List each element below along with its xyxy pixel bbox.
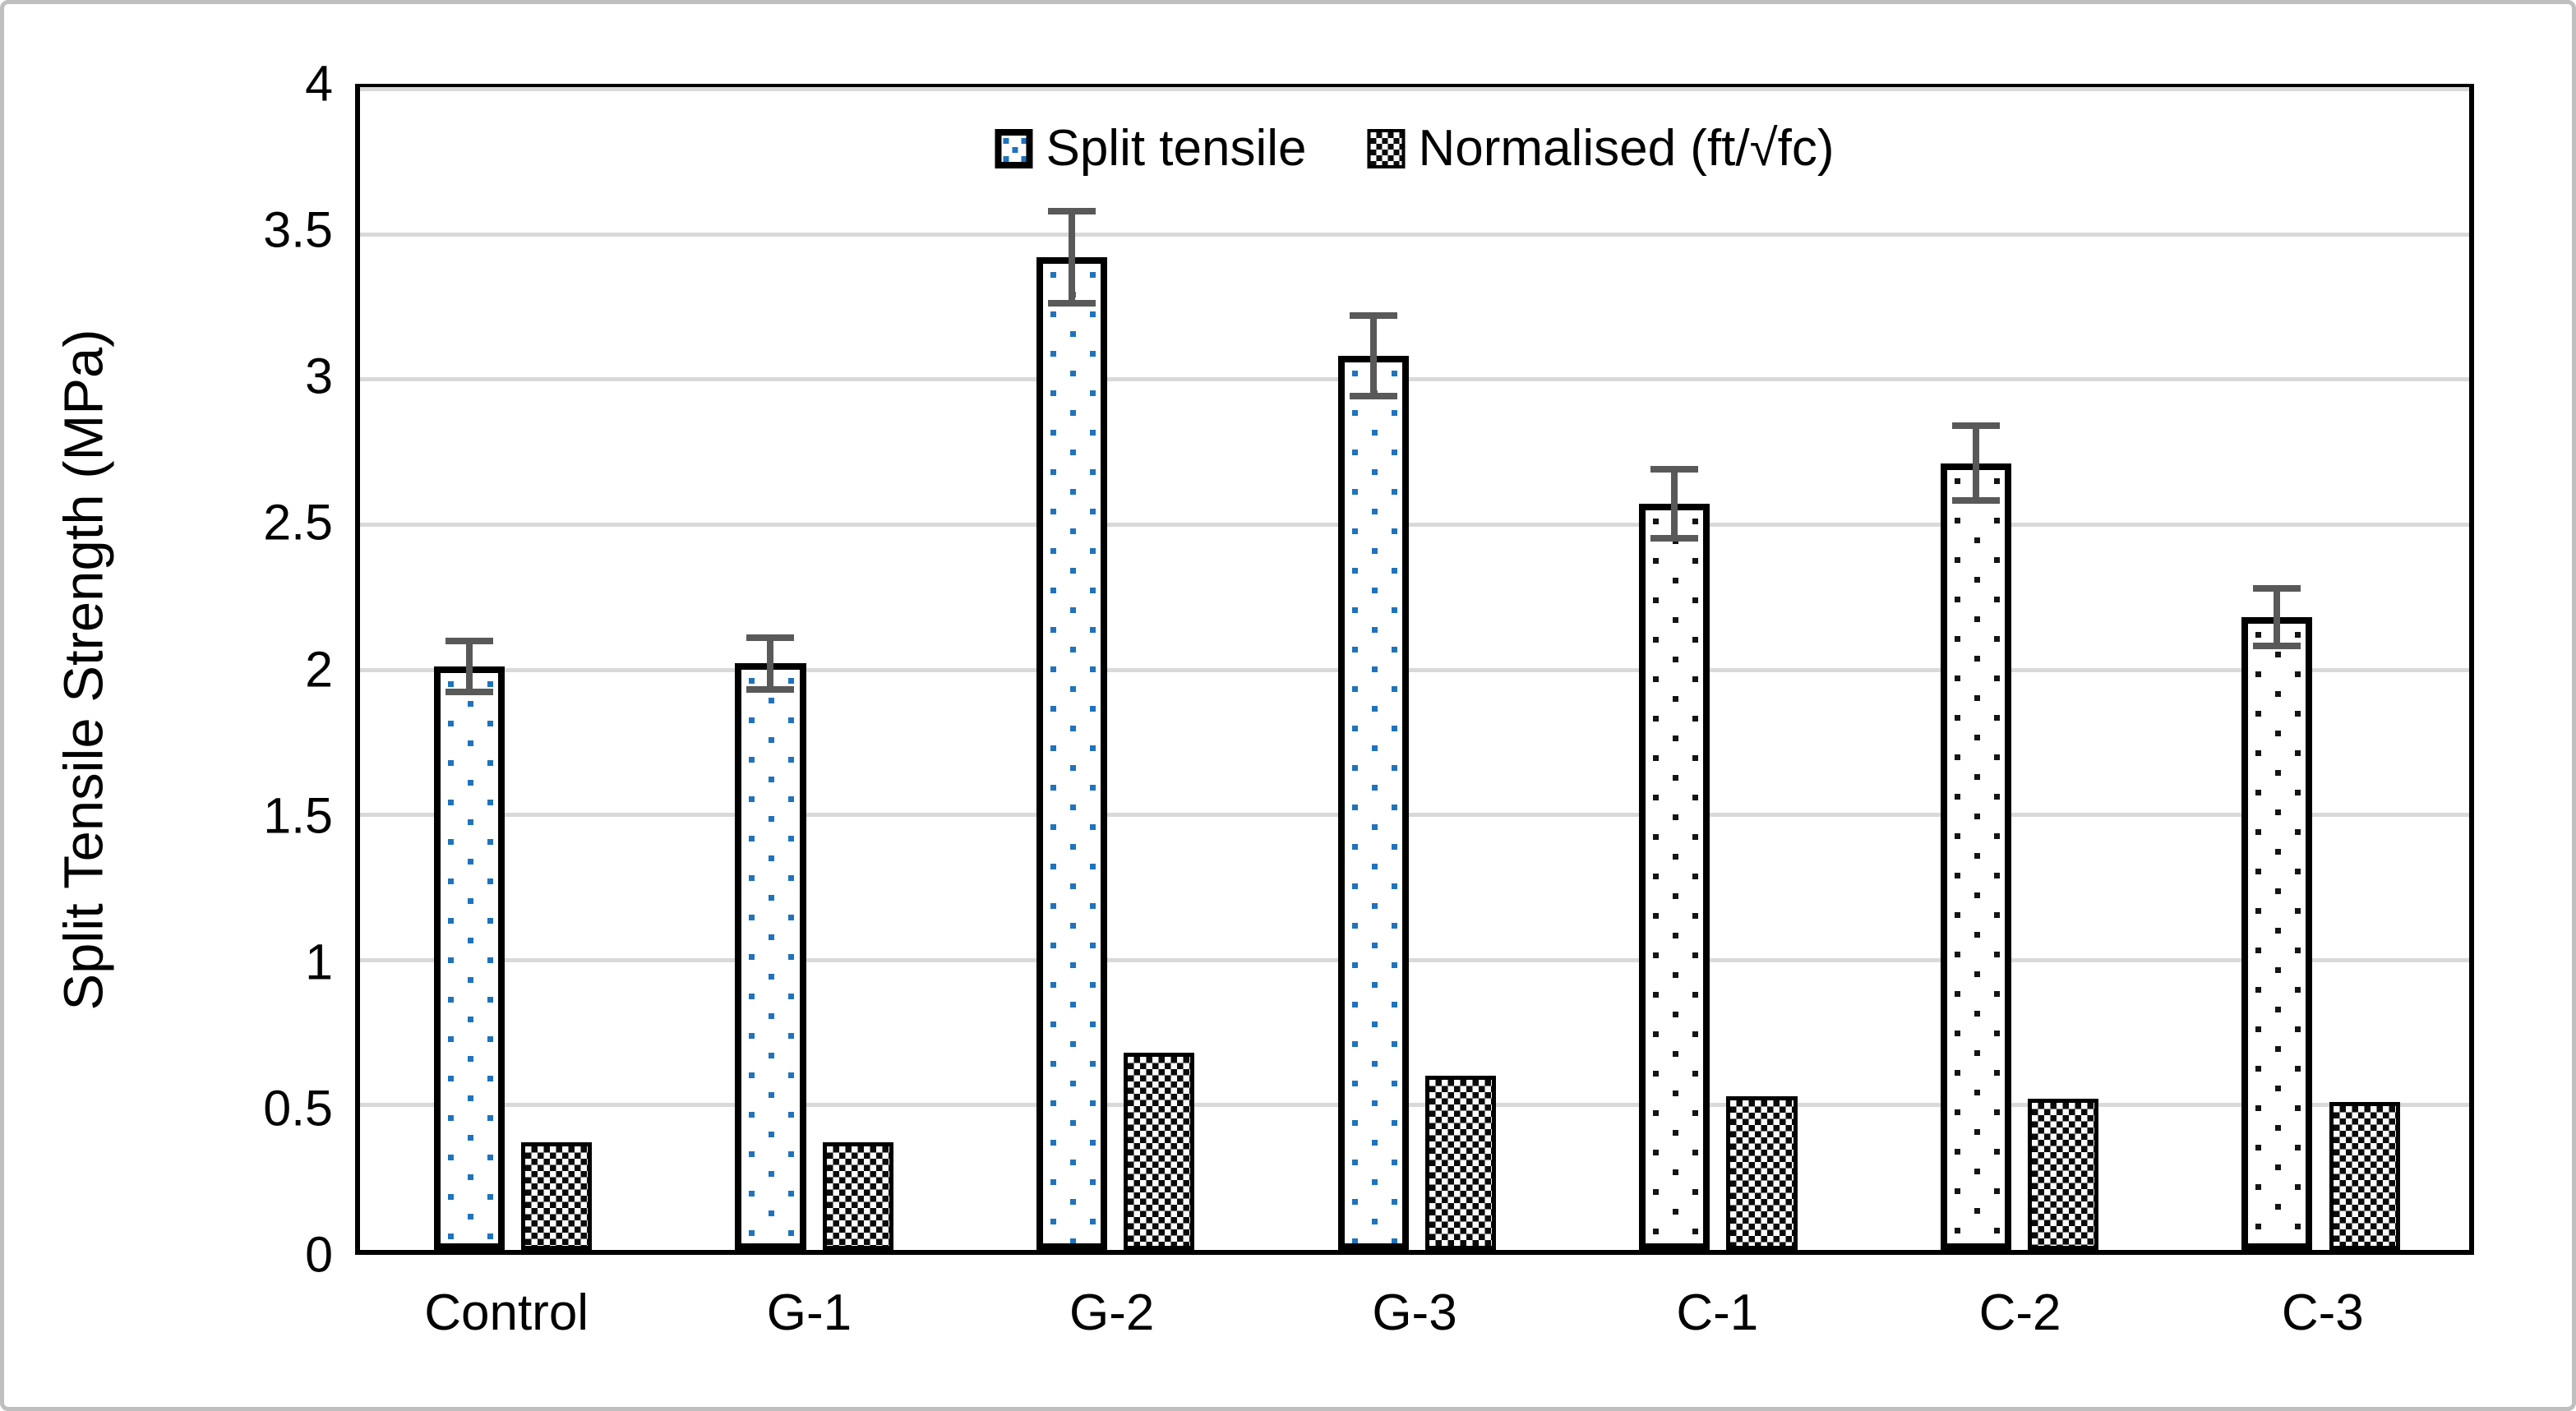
- bar-normalised-c-1: [1726, 1095, 1798, 1250]
- error-bar-control: [445, 637, 493, 696]
- y-axis: 0 0.5 1 1.5 2 2.5 3 3.5 4: [4, 58, 333, 1280]
- y-tick-label: 4: [305, 55, 333, 112]
- error-bar-c-3: [2253, 585, 2301, 649]
- error-bar-g-3: [1349, 312, 1397, 399]
- x-tick-label-g-1: G-1: [766, 1284, 852, 1341]
- error-bar-g-1: [746, 634, 795, 693]
- x-tick-label-control: Control: [424, 1284, 589, 1341]
- x-tick-label-c-3: C-3: [2281, 1284, 2364, 1341]
- bar-normalised-g-2: [1124, 1052, 1195, 1250]
- y-tick-label: 2: [305, 641, 333, 697]
- gridline: [360, 813, 2469, 818]
- legend: Split tensile Normalised (ft/√fc): [995, 120, 1835, 177]
- y-tick-label: 2.5: [263, 494, 333, 551]
- bar-normalised-control: [521, 1142, 593, 1250]
- y-tick-label: 3: [305, 348, 333, 404]
- bar-normalised-g-1: [822, 1142, 893, 1250]
- legend-label: Normalised (ft/√fc): [1418, 120, 1835, 177]
- gridline: [360, 377, 2469, 382]
- error-bar-c-1: [1650, 466, 1699, 542]
- error-bar-g-2: [1048, 207, 1096, 307]
- x-tick-label-g-3: G-3: [1372, 1284, 1457, 1341]
- bar-split-tensile-c-3: [2241, 616, 2313, 1250]
- bar-split-tensile-c-1: [1639, 504, 1710, 1250]
- x-axis: Control G-1 G-2 G-3 C-1 C-2 C-3: [355, 1278, 2474, 1360]
- bar-split-tensile-g-2: [1036, 256, 1108, 1250]
- bar-normalised-g-3: [1424, 1076, 1496, 1250]
- gridline: [360, 232, 2469, 237]
- x-tick-label-g-2: G-2: [1069, 1284, 1155, 1341]
- checker-pattern-swatch-icon: [1367, 129, 1406, 168]
- y-tick-label: 3.5: [263, 201, 333, 258]
- y-tick-label: 0: [305, 1226, 333, 1283]
- bar-normalised-c-2: [2027, 1099, 2099, 1250]
- legend-item-split-tensile: Split tensile: [995, 120, 1307, 177]
- bar-split-tensile-g-3: [1337, 356, 1409, 1250]
- bar-split-tensile-control: [433, 666, 505, 1250]
- legend-label: Split tensile: [1046, 120, 1307, 177]
- y-tick-label: 1: [305, 934, 333, 990]
- x-tick-label-c-1: C-1: [1676, 1284, 1759, 1341]
- gridline: [360, 957, 2469, 962]
- gridline: [360, 1103, 2469, 1108]
- error-bar-c-2: [1951, 422, 2000, 505]
- gridline: [360, 667, 2469, 672]
- bar-normalised-c-3: [2329, 1101, 2400, 1250]
- legend-item-normalised: Normalised (ft/√fc): [1367, 120, 1835, 177]
- gridline: [360, 522, 2469, 527]
- y-tick-label: 0.5: [263, 1080, 333, 1137]
- plot-area: Split tensile Normalised (ft/√fc): [355, 84, 2474, 1255]
- gridline: [360, 87, 2469, 91]
- x-tick-label-c-2: C-2: [1978, 1284, 2061, 1341]
- y-tick-label: 1.5: [263, 787, 333, 844]
- dotted-pattern-swatch-icon: [995, 129, 1033, 168]
- bar-split-tensile-c-2: [1940, 463, 2011, 1250]
- bar-split-tensile-g-1: [735, 663, 806, 1250]
